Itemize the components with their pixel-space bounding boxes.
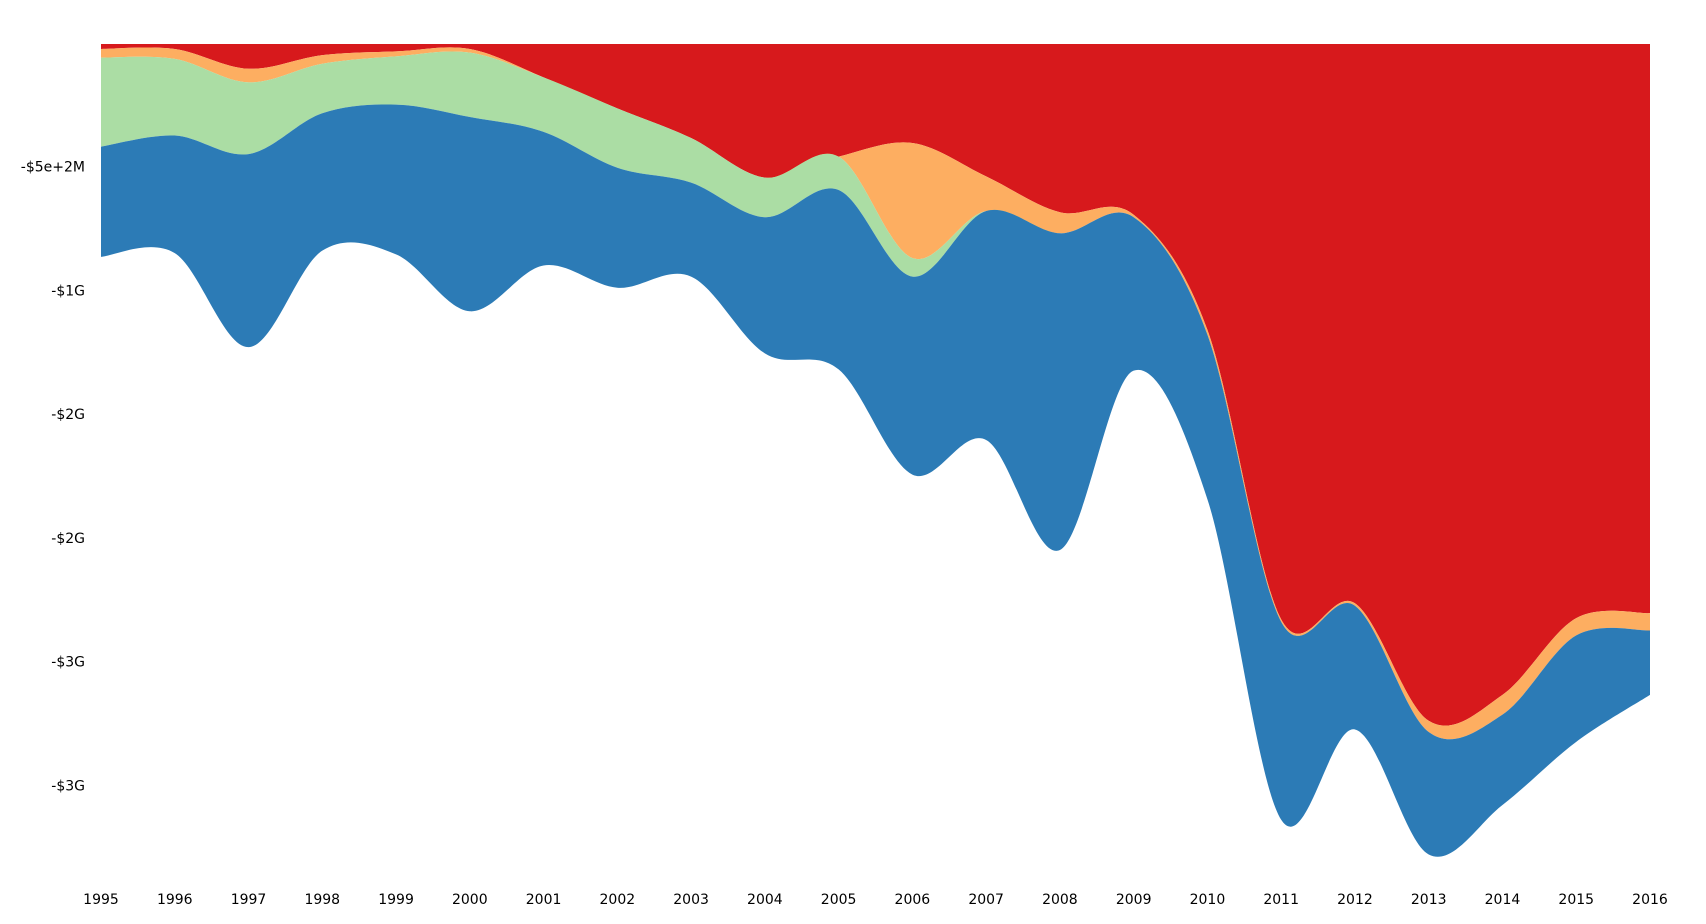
x-tick-label: 2006 [895, 892, 931, 908]
x-tick-label: 1996 [157, 892, 193, 908]
y-tick-label: -$3G [51, 778, 85, 794]
y-tick-label: -$3G [51, 655, 85, 671]
x-tick-label: 1995 [83, 892, 119, 908]
x-tick-label: 2012 [1337, 892, 1373, 908]
x-tick-label: 2010 [1190, 892, 1226, 908]
x-tick-label: 1997 [231, 892, 267, 908]
x-tick-label: 2008 [1042, 892, 1078, 908]
y-tick-label: -$2G [51, 407, 85, 423]
area [101, 51, 1650, 740]
x-tick-label: 2002 [600, 892, 636, 908]
y-tick-label: -$1G [51, 283, 85, 299]
x-tick-label: 2001 [526, 892, 562, 908]
area [101, 104, 1650, 857]
x-tick-label: 2011 [1263, 892, 1299, 908]
x-tick-label: 2009 [1116, 892, 1152, 908]
x-tick-label: 2004 [747, 892, 783, 908]
x-tick-label: 2014 [1485, 892, 1521, 908]
y-tick-label: -$2G [51, 531, 85, 547]
x-tick-label: 2003 [673, 892, 709, 908]
area [101, 47, 1650, 740]
x-tick-label: 2016 [1632, 892, 1668, 908]
x-tick-label: 2000 [452, 892, 488, 908]
y-tick-label: -$5e+2M [21, 160, 85, 176]
x-tick-label: 1999 [378, 892, 414, 908]
x-tick-label: 2013 [1411, 892, 1447, 908]
x-tick-label: 1998 [304, 892, 340, 908]
x-tick-label: 2007 [968, 892, 1004, 908]
area [101, 44, 1650, 726]
x-tick-label: 2015 [1558, 892, 1594, 908]
x-tick-label: 2005 [821, 892, 857, 908]
